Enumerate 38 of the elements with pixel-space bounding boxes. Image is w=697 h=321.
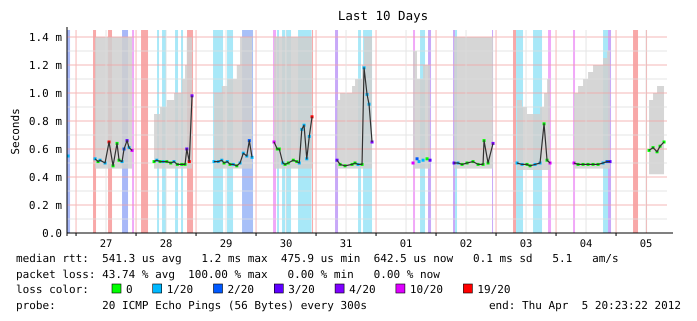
- point: [422, 158, 425, 162]
- y-tick-label: 0.0: [42, 227, 62, 240]
- y-tick-label: 0.4 m: [28, 171, 62, 184]
- y-tick-label: 1.0 m: [28, 87, 62, 100]
- chart-title: Last 10 Days: [338, 8, 428, 23]
- y-tick-label: 0.8 m: [28, 115, 62, 128]
- legend-title: loss color:: [16, 283, 89, 296]
- point: [416, 157, 419, 160]
- x-tick-label: 04: [580, 238, 592, 250]
- point: [418, 160, 421, 164]
- x-tick-label: 29: [220, 238, 232, 250]
- point: [412, 162, 415, 164]
- text: median rtt: 541.3 us avg 1.2 ms max 475.9 us min 642.5 us now 0.1 ms sd 5.1 am/s: [16, 252, 619, 265]
- x-tick-label: 28: [160, 238, 172, 250]
- x-tick-label: 03: [520, 238, 532, 250]
- x-tick-label: 31: [340, 238, 352, 250]
- x-tick-label: 27: [100, 238, 112, 250]
- text: end: Thu Apr 5 20:23:22 2012: [488, 299, 681, 312]
- legend-label: 2/20: [228, 283, 254, 296]
- x-tick-label: 05: [640, 238, 652, 250]
- legend-label: 3/20: [288, 283, 315, 296]
- y-tick-label: 0.6 m: [28, 143, 62, 156]
- legend-label: 19/20: [477, 283, 511, 296]
- text: packet loss: 43.74 % avg 100.00 % max 0.00 % min 0.00 % now: [16, 268, 440, 281]
- x-tick-label: 02: [460, 238, 472, 250]
- y-tick-label: 1.4 m: [28, 31, 62, 44]
- x-tick-label: 01: [400, 238, 412, 250]
- legend-label: 10/20: [410, 283, 444, 296]
- y-tick-label: 1.2 m: [28, 59, 62, 72]
- legend-label: 4/20: [349, 283, 376, 296]
- y-tick-label: 0.2 m: [28, 199, 62, 212]
- legend-label: 1/20: [166, 283, 194, 296]
- point: [426, 157, 429, 160]
- y-axis-title: Seconds: [9, 108, 22, 155]
- x-tick-label: 30: [280, 238, 292, 250]
- point: [428, 158, 432, 162]
- legend-label: 0: [126, 283, 133, 296]
- text: probe: 20 ICMP Echo Pings (56 Bytes) every 300s: [16, 299, 367, 312]
